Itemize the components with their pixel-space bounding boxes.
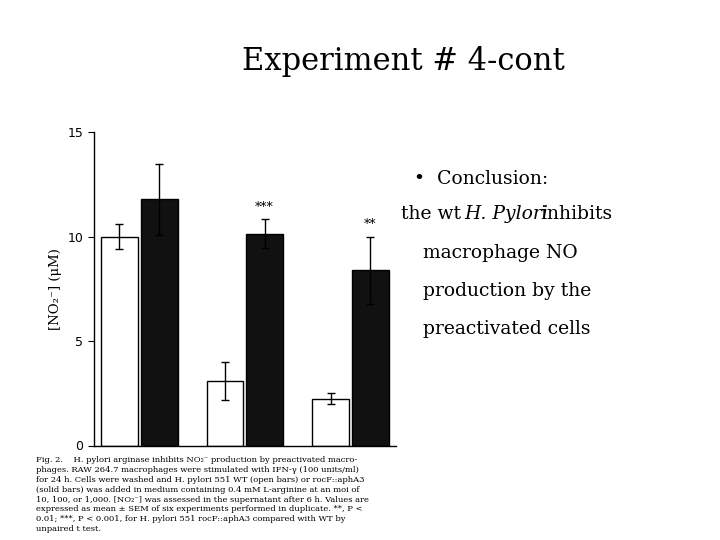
Bar xyxy=(312,399,349,445)
Bar xyxy=(351,270,389,446)
Bar xyxy=(246,234,283,446)
Text: •  Conclusion:: • Conclusion: xyxy=(414,170,548,188)
Text: production by the: production by the xyxy=(423,282,592,300)
Text: the wt: the wt xyxy=(401,205,467,223)
Text: **: ** xyxy=(364,219,377,232)
Bar xyxy=(140,199,178,446)
Text: Fig. 2.    H. pylori arginase inhibits NO₂⁻ production by preactivated macro-
ph: Fig. 2. H. pylori arginase inhibits NO₂⁻… xyxy=(36,456,369,533)
Text: H. Pylori: H. Pylori xyxy=(464,205,548,223)
Text: ***: *** xyxy=(255,201,274,214)
Text: Experiment # 4-cont: Experiment # 4-cont xyxy=(242,46,564,77)
Bar xyxy=(101,237,138,446)
Text: inhibits: inhibits xyxy=(535,205,612,223)
Bar xyxy=(207,381,243,446)
Y-axis label: [NO₂⁻] (μM): [NO₂⁻] (μM) xyxy=(49,248,62,330)
Text: macrophage NO: macrophage NO xyxy=(423,244,578,262)
Text: preactivated cells: preactivated cells xyxy=(423,320,591,338)
